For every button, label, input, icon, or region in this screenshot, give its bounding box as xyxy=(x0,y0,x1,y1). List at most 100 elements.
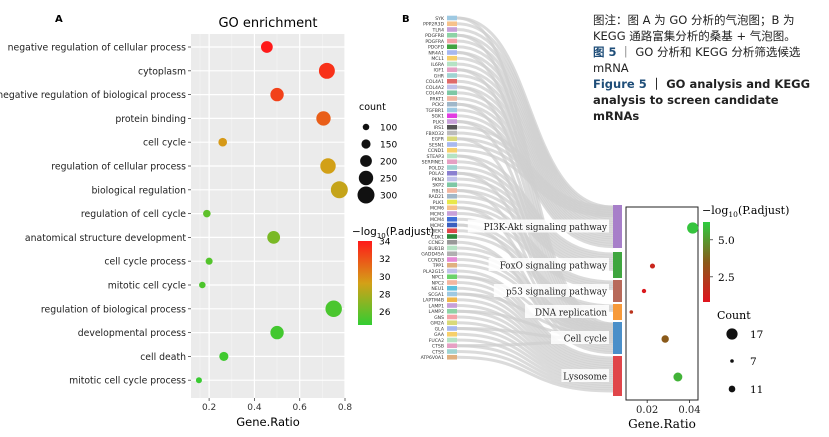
gene-label: CCNE2 xyxy=(428,240,444,246)
color-legend-tick: 5.0 xyxy=(718,235,735,247)
gene-label: PRKT1 xyxy=(430,96,444,102)
gene-node xyxy=(447,113,457,119)
data-point xyxy=(318,62,335,79)
color-legend-tick: 32 xyxy=(379,255,390,265)
gene-node xyxy=(447,182,457,188)
category-label: regulation of cell cycle xyxy=(81,209,186,220)
gene-label: GNS xyxy=(434,315,444,321)
x-tick-label: 0.6 xyxy=(293,403,308,413)
gene-label: CDK1 xyxy=(431,234,444,240)
pathway-bubble xyxy=(641,288,647,294)
gene-label: PLA2G15 xyxy=(423,269,444,275)
caption-fig-title-zh-2: mRNA xyxy=(593,61,629,75)
gene-node xyxy=(447,314,457,320)
sankey-flow xyxy=(456,338,614,386)
category-label: cytoplasm xyxy=(138,66,186,77)
gene-label: TGFBR1 xyxy=(425,108,444,114)
gene-label: SYK xyxy=(435,16,445,22)
gene-node xyxy=(447,228,457,234)
gene-label: NR4A1 xyxy=(428,50,444,56)
size-legend-label: 17 xyxy=(750,329,763,341)
gene-label: NPC1 xyxy=(432,275,444,281)
gene-node xyxy=(447,337,457,343)
pathway-node xyxy=(613,304,622,320)
panel-label-b: B xyxy=(402,14,410,25)
gene-node xyxy=(447,251,457,257)
gene-label: COL4A2 xyxy=(426,85,444,91)
sankey-flow xyxy=(456,125,614,209)
size-legend-title: Count xyxy=(717,309,751,322)
gene-label: PDGFRA xyxy=(425,39,445,45)
go-enrichment-panel: A GO enrichment negative regulation of cel… xyxy=(0,14,434,429)
gene-label: IGF1 xyxy=(434,68,445,74)
gene-node xyxy=(447,211,457,216)
gene-node xyxy=(447,268,457,274)
sankey-flow xyxy=(456,212,614,288)
gene-node xyxy=(447,38,457,44)
size-legend-label: 250 xyxy=(380,175,397,185)
gene-node xyxy=(447,199,457,205)
gene-node xyxy=(447,262,457,268)
sankey-flow xyxy=(456,171,614,263)
gene-label: GM2A xyxy=(430,321,444,327)
pathway-node xyxy=(613,356,622,396)
gene-node xyxy=(447,320,457,326)
x-tick-label: 0.04 xyxy=(678,405,700,416)
pathway-label-bg xyxy=(551,331,609,344)
size-legend-dot xyxy=(361,139,371,149)
category-label: negative regulation of cellular process xyxy=(8,43,187,54)
sankey-flow xyxy=(456,148,614,218)
gene-node xyxy=(447,297,457,303)
category-label: biological regulation xyxy=(92,185,187,196)
gene-node xyxy=(447,285,457,291)
caption-line-2: KEGG 通路富集分析的桑基 + 气泡图。 xyxy=(593,29,796,43)
sankey-flow xyxy=(456,344,614,389)
caption-fig-title-zh: GO 分析和 KEGG 分析筛选候选 xyxy=(635,45,801,59)
gene-node xyxy=(447,349,457,354)
caption-fig-number-zh: 图 5 xyxy=(593,45,617,59)
gene-label: BUB1B xyxy=(428,246,444,252)
sankey-flow xyxy=(456,56,614,224)
gene-node xyxy=(447,90,457,96)
category-label: developmental process xyxy=(78,328,186,339)
pathway-node xyxy=(613,322,622,354)
gene-label: CTSB xyxy=(432,344,444,350)
caption-fig-title-en-2: analysis to screen candidate mRNAs xyxy=(593,93,779,123)
gene-label: GADD45A xyxy=(421,252,445,258)
gene-label: CCND1 xyxy=(428,148,444,154)
gene-node xyxy=(447,216,457,222)
x-axis-label: Gene.Ratio xyxy=(236,415,300,429)
gene-label: PKN3 xyxy=(432,177,444,183)
gene-label: SESN1 xyxy=(429,142,444,148)
sankey-flow xyxy=(456,206,614,286)
gene-label: GAA xyxy=(434,332,445,338)
gene-label: PPP2R3D xyxy=(423,22,444,28)
gene-node xyxy=(447,130,457,136)
gene-node xyxy=(447,55,457,61)
gene-node xyxy=(447,15,457,21)
gene-node xyxy=(447,326,457,331)
sankey-flow xyxy=(456,160,614,258)
gene-label: GHR xyxy=(434,73,445,79)
sankey-flow xyxy=(456,62,614,227)
gene-label: STEAP3 xyxy=(427,154,445,160)
sankey-flow xyxy=(456,166,614,260)
color-legend-tick: 26 xyxy=(379,308,391,318)
size-legend-dot xyxy=(357,186,375,204)
color-legend-tick: 30 xyxy=(379,273,391,283)
sankey-flow xyxy=(456,200,614,284)
gene-node xyxy=(447,136,457,142)
gene-label: TPP1 xyxy=(432,263,444,269)
caption-fig-title-en: GO analysis and KEGG xyxy=(666,77,811,91)
gene-label: LAPTM4B xyxy=(423,298,444,304)
gene-node xyxy=(447,153,457,159)
gene-label: IRS1 xyxy=(434,125,444,131)
gene-node xyxy=(447,78,457,84)
size-legend-label: 11 xyxy=(750,384,763,396)
category-label: cell cycle xyxy=(143,138,186,149)
data-point xyxy=(330,181,348,199)
x-tick-label: 0.02 xyxy=(636,405,658,416)
size-legend-dot xyxy=(726,328,738,340)
x-tick-label: 0.4 xyxy=(247,403,262,413)
